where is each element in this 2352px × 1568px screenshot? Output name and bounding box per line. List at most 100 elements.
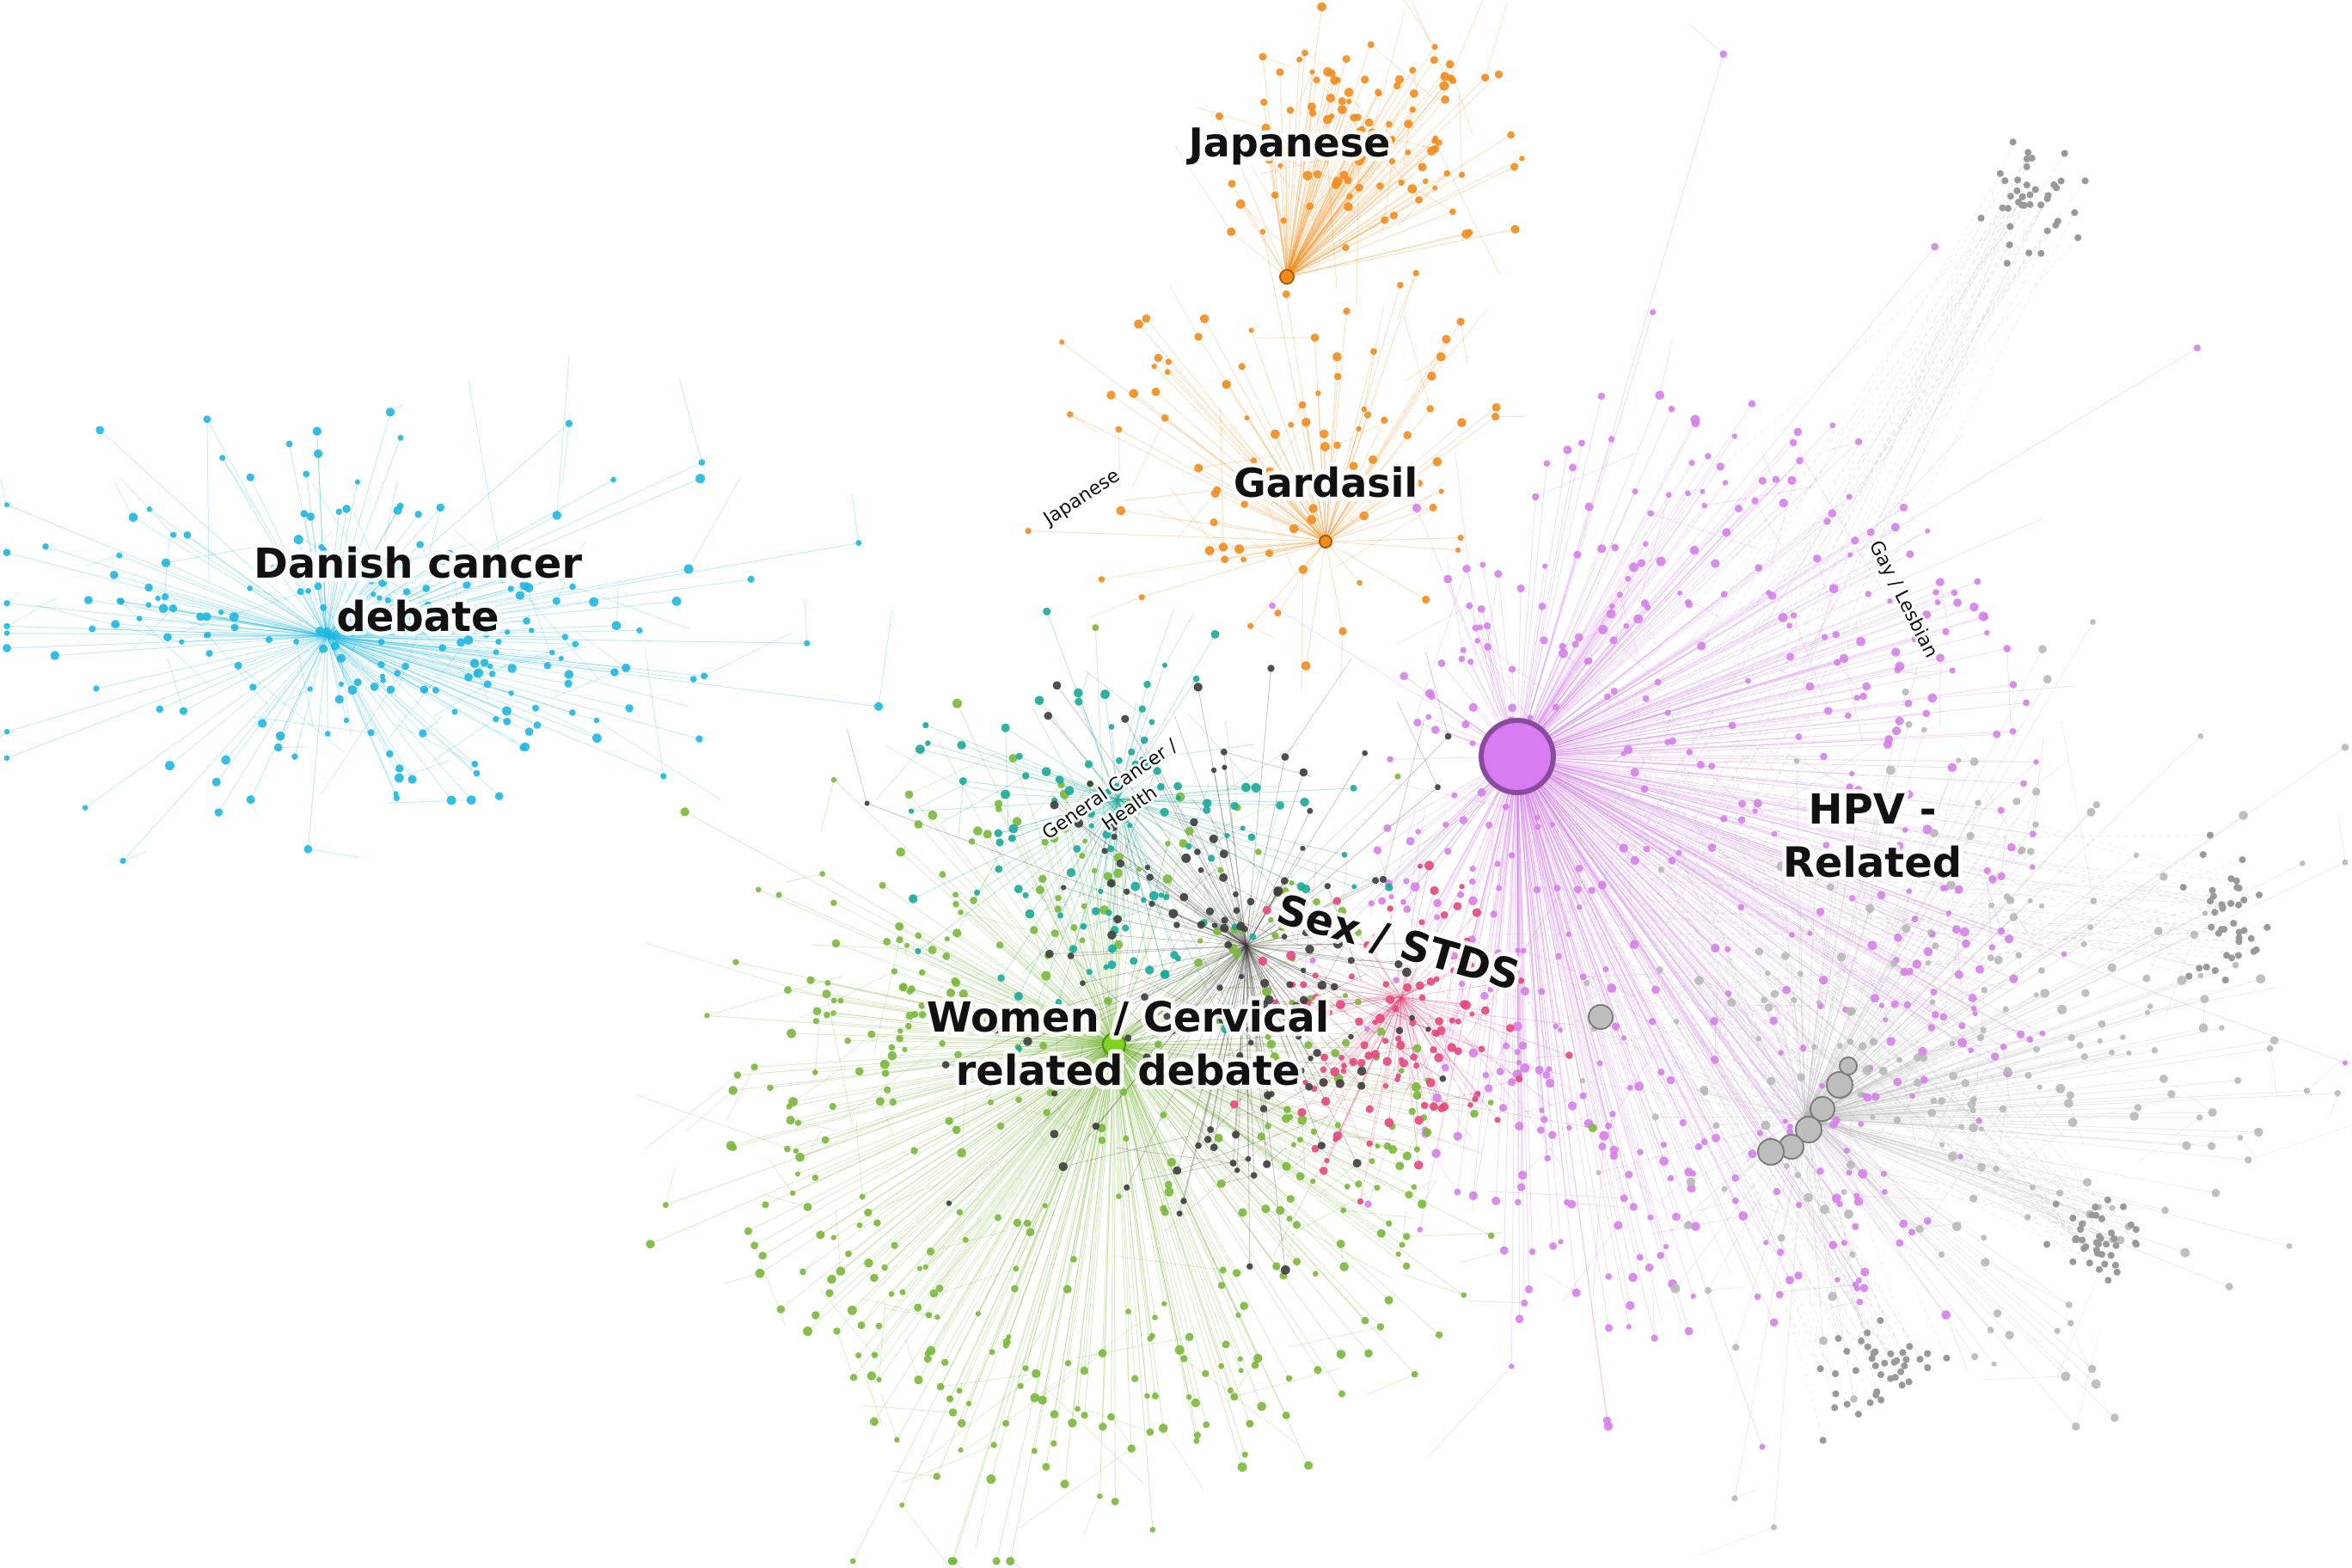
danish-node: [291, 753, 298, 760]
sex_stds-edge: [1400, 996, 1453, 1048]
women-node: [996, 1122, 1005, 1130]
women-edge: [1113, 1044, 1154, 1530]
danish-node: [334, 695, 344, 704]
women-node: [1336, 1350, 1346, 1359]
women-edge: [961, 1044, 1115, 1424]
sex_stds-edge: [1400, 912, 1478, 998]
danish-node: [322, 627, 332, 636]
japanese-edge: [1174, 145, 1232, 232]
other-node: [1869, 1038, 1877, 1046]
danish-node: [168, 604, 177, 613]
women-edge: [998, 803, 1115, 1045]
hpv-node: [1785, 1276, 1794, 1285]
danish-node: [386, 685, 395, 694]
hpv-node: [1516, 1059, 1522, 1066]
hpv-node: [1947, 763, 1957, 772]
hpv-node: [2342, 1060, 2349, 1066]
women-edge: [1113, 1044, 1341, 1245]
hpv-node: [1891, 647, 1901, 657]
women-node: [728, 1086, 738, 1095]
general-edge: [920, 749, 1118, 800]
general-edge: [1054, 799, 1118, 801]
hpv-edge: [1516, 756, 1545, 1120]
dark-node: [1219, 873, 1228, 882]
women-edge: [1113, 1044, 1287, 1416]
women-edge: [1041, 1021, 1115, 1045]
hpv-edge: [1516, 347, 2198, 757]
hpv-node: [1605, 1273, 1612, 1280]
satellite-node: [1916, 1356, 1924, 1363]
japanese-edge: [1410, 186, 1454, 212]
women-edge: [1287, 1326, 1381, 1348]
hpv-node: [1847, 552, 1853, 558]
women-edge: [1009, 1044, 1115, 1562]
dark-node: [1173, 1166, 1182, 1175]
gardasil-node: [1151, 364, 1157, 370]
hpv-edge: [1516, 756, 1865, 1096]
sex_stds-edge: [1165, 1112, 1302, 1232]
hpv-node: [1625, 575, 1632, 582]
hpv-edge: [1516, 423, 1696, 757]
hpv-edge: [1816, 558, 1832, 611]
general-edge: [928, 743, 1118, 800]
general-node: [974, 889, 980, 896]
women-node: [1002, 1338, 1011, 1346]
women-node: [732, 959, 739, 965]
general-edge: [1117, 678, 1197, 800]
japanese-node: [1296, 56, 1303, 63]
women-edge: [930, 1044, 1115, 1253]
hpv-node: [1694, 1142, 1703, 1151]
hpv-node: [1757, 1130, 1763, 1136]
hpv-node: [1579, 1092, 1587, 1099]
women-edge: [1113, 1044, 1291, 1199]
other-edge: [1804, 1117, 1992, 1331]
other-edge: [1804, 1117, 2165, 1211]
hpv-edge: [1516, 592, 1955, 757]
hpv-edge: [1516, 756, 1523, 1046]
danish-edge: [307, 635, 328, 849]
hpv-node: [1626, 1301, 1635, 1310]
hpv-edge: [1406, 880, 1420, 914]
hpv-node: [1688, 459, 1695, 467]
japanese-node: [1510, 224, 1520, 234]
danish-edge: [326, 555, 331, 637]
satellite-node: [2132, 1226, 2140, 1234]
hpv-edge: [1505, 756, 1518, 1046]
general-edge: [1117, 684, 1148, 800]
sex_stds-edge: [1337, 1135, 1399, 1141]
other-node: [2067, 1118, 2078, 1127]
women-edge: [958, 1044, 1115, 1056]
hpv-node: [1499, 1104, 1508, 1112]
danish-edge: [326, 630, 640, 637]
hpv-edge: [1516, 756, 1573, 1106]
hpv-edge: [1516, 581, 1940, 757]
other-edge: [1804, 1011, 1853, 1118]
sex_stds-edge: [1412, 968, 1415, 1057]
women-node: [1203, 1421, 1210, 1429]
japanese-node: [1432, 135, 1438, 141]
danish-node: [695, 474, 706, 484]
hpv-edge: [1516, 703, 1908, 757]
hpv-node: [1735, 505, 1743, 512]
hpv-node: [1378, 897, 1386, 905]
women-edge: [1113, 1044, 1402, 1071]
japanese-edge: [1286, 181, 1426, 278]
women-node: [1222, 1340, 1230, 1349]
women-node: [995, 805, 1002, 812]
women-edge: [1113, 870, 1222, 1045]
other-edge: [1804, 808, 1859, 1118]
women-edge: [1113, 1044, 1185, 1359]
sex_stds-node: [1341, 1063, 1347, 1069]
other-edge: [1699, 980, 1806, 1118]
women-edge: [1113, 1044, 1289, 1379]
women-edge: [1113, 1020, 1219, 1045]
women-node: [755, 1268, 765, 1278]
hpv-edge: [1516, 756, 1837, 1121]
hpv-node: [1899, 503, 1908, 512]
hpv-node: [1516, 584, 1525, 593]
danish-node: [523, 617, 530, 625]
danish-node: [569, 709, 576, 716]
hpv-edge: [1516, 756, 1946, 889]
hpv-edge: [1516, 636, 1825, 757]
women-node: [1167, 1157, 1176, 1167]
